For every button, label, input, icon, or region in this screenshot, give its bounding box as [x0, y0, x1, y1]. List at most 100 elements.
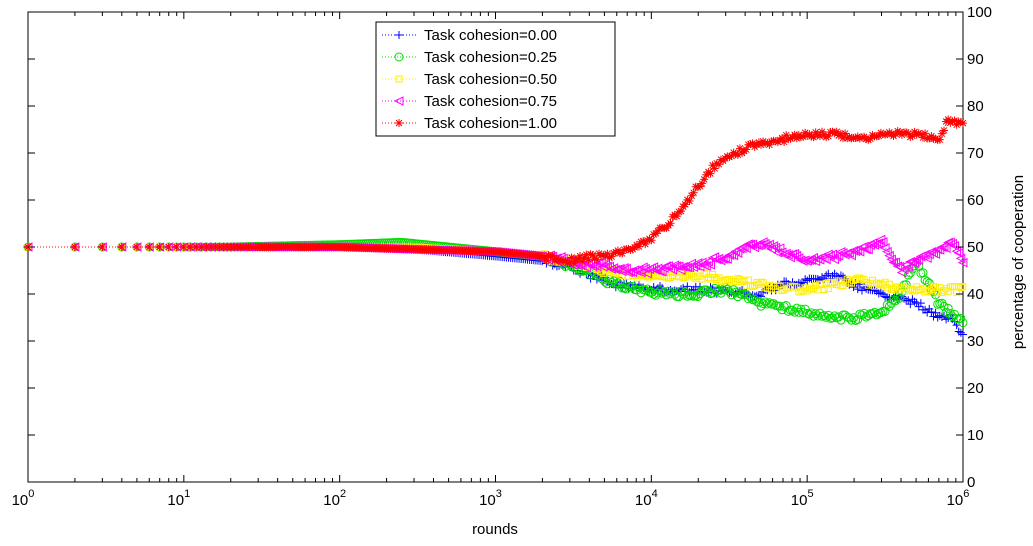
data-point [733, 292, 743, 302]
data-point [724, 250, 734, 260]
data-point [793, 283, 801, 291]
data-point [853, 285, 862, 294]
data-point [904, 296, 913, 305]
data-point [736, 276, 744, 284]
data-point [711, 273, 719, 281]
data-point [916, 130, 925, 139]
data-point [956, 313, 966, 323]
data-point [580, 253, 589, 262]
data-point [857, 133, 866, 142]
data-point [935, 135, 944, 144]
data-point [914, 129, 923, 138]
data-point [870, 307, 880, 317]
data-point [202, 243, 211, 251]
data-point [760, 297, 770, 307]
legend-marker [394, 52, 404, 62]
data-point [599, 251, 608, 260]
data-point [950, 116, 959, 125]
data-point [830, 311, 840, 321]
data-point [952, 120, 961, 129]
data-point [702, 170, 711, 179]
data-point [860, 283, 869, 292]
data-point [903, 262, 913, 273]
data-point [179, 243, 188, 251]
data-point [774, 243, 785, 253]
data-point [701, 261, 711, 271]
data-point [626, 245, 635, 254]
data-point [666, 289, 676, 299]
data-point [939, 301, 949, 311]
y-tick-label: 10 [967, 427, 984, 444]
data-point [895, 293, 905, 303]
data-point [811, 309, 821, 319]
data-point [544, 251, 553, 260]
data-point [542, 256, 551, 265]
data-point [808, 252, 819, 263]
data-point [874, 131, 883, 140]
legend-marker [393, 96, 404, 106]
data-point [957, 257, 968, 268]
data-point [692, 258, 703, 268]
y-tick-label: 70 [967, 145, 984, 162]
data-point [742, 145, 751, 154]
data-point [567, 253, 576, 262]
data-point [762, 241, 772, 252]
data-point [683, 195, 692, 204]
data-point [932, 283, 940, 291]
data-point [931, 308, 940, 317]
data-point [634, 242, 643, 251]
data-point [799, 132, 808, 141]
data-point [870, 286, 879, 295]
data-point [959, 282, 967, 290]
data-point [729, 148, 738, 157]
data-point [876, 288, 885, 297]
series-line [28, 241, 964, 323]
data-point [893, 127, 902, 136]
data-point [815, 132, 824, 141]
data-point [940, 243, 951, 254]
data-point [955, 253, 966, 264]
data-point [538, 252, 547, 261]
data-point [727, 151, 736, 160]
data-point [841, 129, 850, 138]
data-point [824, 132, 833, 141]
data-point [890, 257, 901, 268]
data-point [700, 175, 709, 184]
data-point [793, 253, 804, 263]
data-point [780, 137, 789, 146]
data-point [590, 254, 599, 263]
data-point [656, 266, 667, 277]
data-point [667, 264, 678, 275]
data-point [676, 286, 686, 296]
data-point [908, 132, 917, 141]
data-point [672, 212, 681, 221]
data-point [744, 140, 753, 149]
data-point [882, 246, 892, 257]
data-point [783, 306, 793, 316]
data-point [598, 262, 608, 272]
data-point [731, 287, 741, 297]
data-point [718, 285, 728, 295]
data-point [866, 285, 875, 294]
data-point [868, 131, 877, 140]
data-point [957, 284, 965, 292]
data-point [164, 243, 173, 251]
data-point [592, 255, 601, 264]
data-point [132, 243, 141, 251]
data-point [956, 328, 965, 337]
data-point [949, 240, 960, 251]
data-point [677, 207, 686, 216]
data-point [172, 243, 181, 251]
data-point [765, 140, 774, 149]
y-tick-label: 0 [967, 474, 975, 491]
data-point [927, 308, 936, 317]
data-point [818, 281, 826, 289]
data-point [837, 248, 848, 258]
legend-marker [395, 119, 403, 127]
data-point [947, 238, 957, 249]
data-point [746, 140, 755, 149]
data-point [944, 115, 953, 124]
data-point [684, 262, 694, 273]
data-point [790, 130, 799, 139]
